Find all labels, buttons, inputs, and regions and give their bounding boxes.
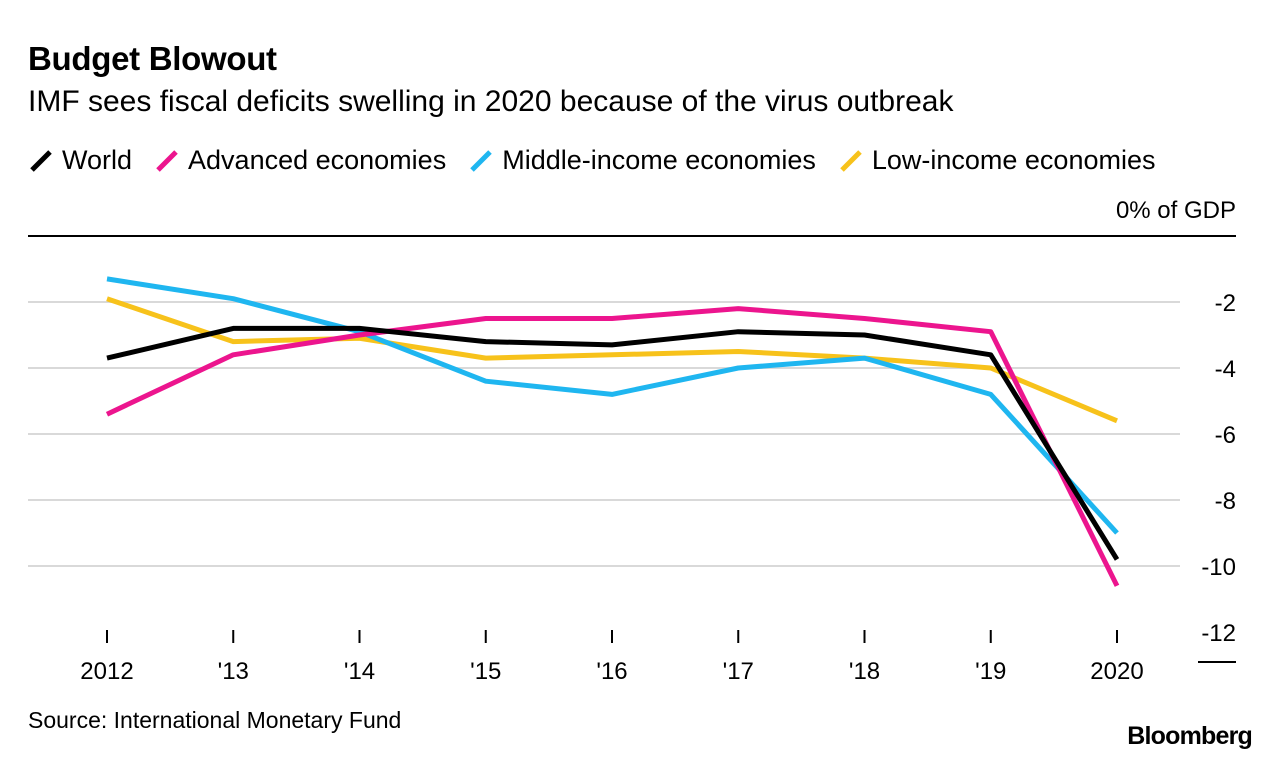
chart-legend: World Advanced economies Middle-income e… bbox=[28, 145, 1177, 176]
legend-label-advanced: Advanced economies bbox=[188, 145, 447, 175]
legend-item-middle-income: Middle-income economies bbox=[468, 145, 816, 176]
chart-subtitle: IMF sees fiscal deficits swelling in 202… bbox=[28, 85, 954, 118]
series-line-low-income-economies bbox=[106, 296, 1118, 424]
x-tick-label: 2020 bbox=[1090, 658, 1143, 685]
y-tick-label: -2 bbox=[1215, 290, 1236, 317]
source-note: Source: International Monetary Fund bbox=[28, 707, 402, 733]
legend-swatch-advanced bbox=[156, 149, 178, 172]
y-tick-label: -12 bbox=[1201, 620, 1236, 647]
x-tick-label: '18 bbox=[849, 658, 880, 685]
x-tick-label: 2012 bbox=[80, 658, 133, 685]
legend-label-low-income: Low-income economies bbox=[871, 145, 1156, 175]
y-tick-label: -6 bbox=[1215, 422, 1236, 449]
legend-item-advanced: Advanced economies bbox=[154, 145, 446, 176]
series-line-advanced-economies bbox=[105, 306, 1120, 587]
legend-label-world: World bbox=[62, 145, 133, 175]
x-tick-label: '19 bbox=[975, 658, 1006, 685]
x-tick-label: '15 bbox=[470, 658, 501, 685]
legend-label-middle-income: Middle-income economies bbox=[502, 145, 816, 175]
y-tick-label: -10 bbox=[1201, 554, 1236, 581]
x-tick-label: '17 bbox=[723, 658, 754, 685]
legend-item-world: World bbox=[28, 145, 132, 176]
bloomberg-logo: Bloomberg bbox=[1127, 722, 1253, 750]
legend-swatch-world bbox=[30, 149, 52, 172]
x-tick-label: '16 bbox=[596, 658, 627, 685]
series-line-middle-income-economies bbox=[106, 276, 1119, 535]
y-tick-label: -8 bbox=[1215, 488, 1236, 515]
series-line-world bbox=[106, 325, 1120, 561]
y-axis-unit-label: 0% of GDP bbox=[1116, 197, 1236, 224]
legend-item-low-income: Low-income economies bbox=[838, 145, 1156, 176]
y-tick-label: -4 bbox=[1215, 356, 1236, 383]
x-tick-label: '13 bbox=[218, 658, 249, 685]
chart-title: Budget Blowout bbox=[28, 40, 277, 77]
legend-swatch-low-income bbox=[840, 149, 862, 172]
legend-swatch-middle-income bbox=[470, 149, 492, 172]
line-chart: 0% of GDP -2 -4 -6 -8 -10 -12 2012 '13 '14 '15 '16 '… bbox=[28, 197, 1236, 685]
x-tick-label: '14 bbox=[344, 658, 375, 685]
